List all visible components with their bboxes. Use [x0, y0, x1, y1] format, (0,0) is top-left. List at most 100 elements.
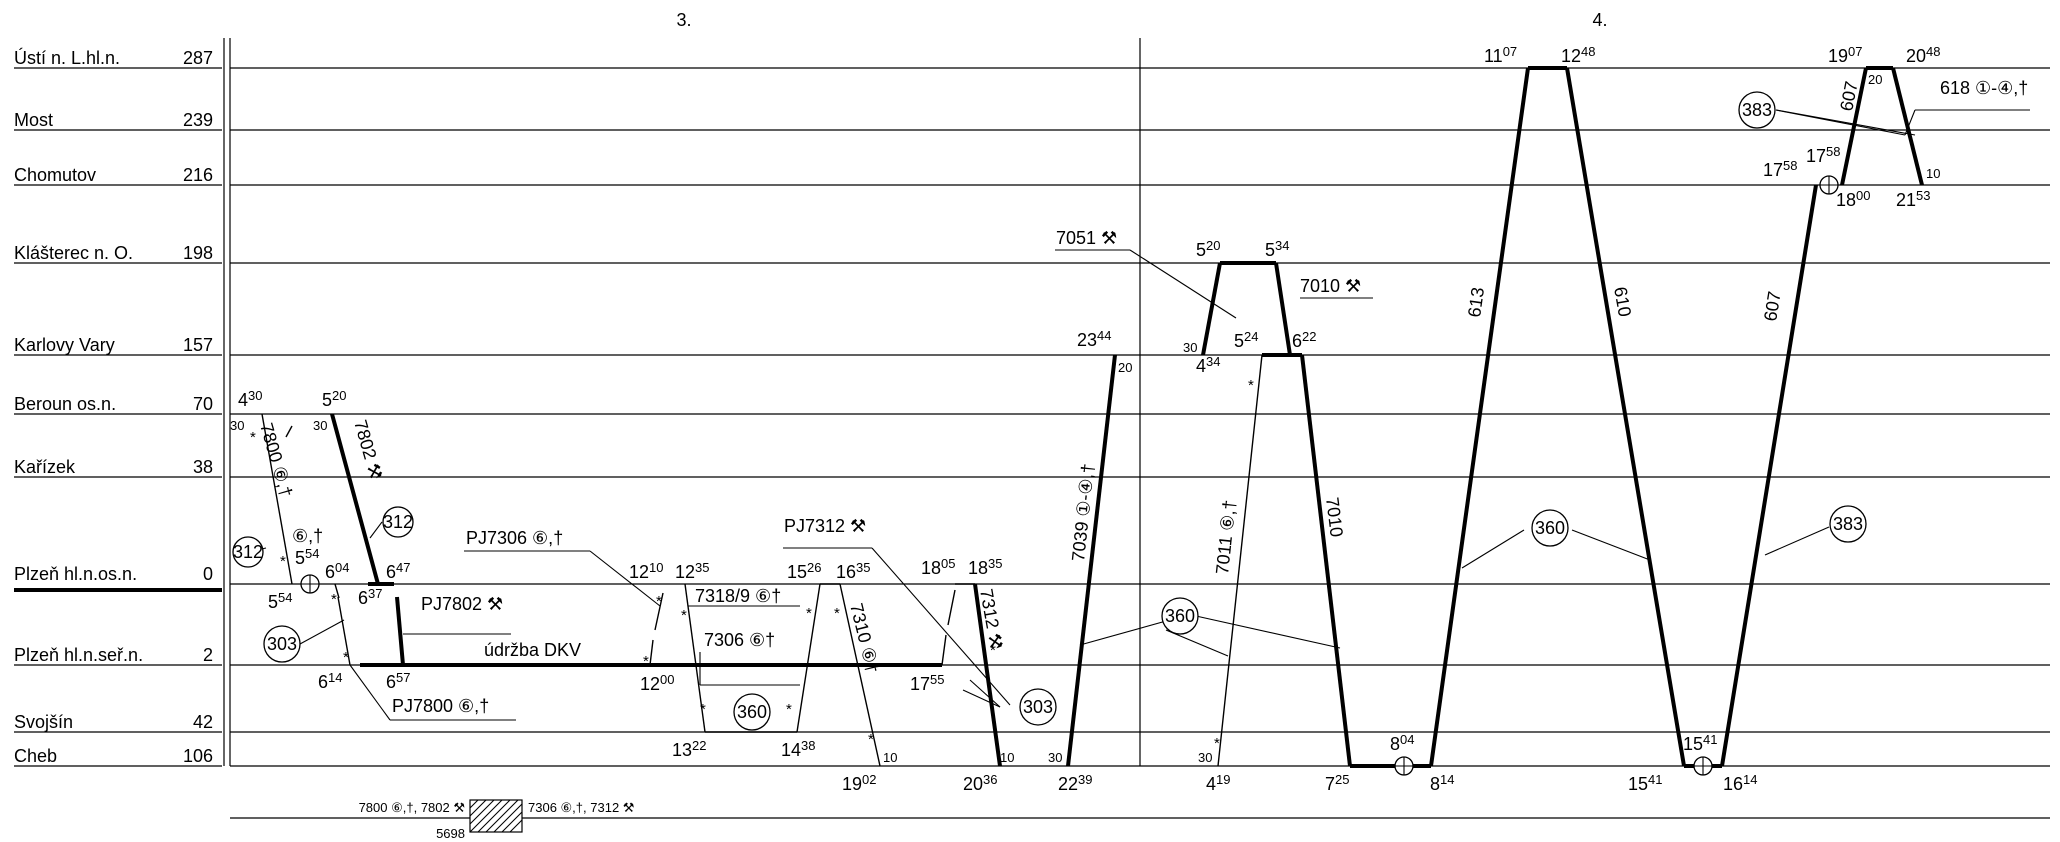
station-name: Most	[14, 110, 53, 130]
svg-text:*: *	[280, 553, 286, 570]
crossing-markers	[300, 175, 1839, 776]
time-614: 614	[318, 670, 342, 692]
minute-20: 20	[1868, 72, 1882, 87]
time-1107: 1107	[1484, 44, 1517, 66]
circle-383-b: 383	[1833, 514, 1863, 534]
time-622: 622	[1292, 329, 1316, 351]
station-list: Ústí n. L.hl.n. 287 Most 239 Chomutov 21…	[14, 47, 222, 767]
svg-text:*: *	[331, 591, 337, 608]
svg-text:*: *	[868, 731, 874, 748]
time-2048: 2048	[1906, 44, 1941, 66]
footer-left: 7800 ⑥,†, 7802 ⚒	[359, 800, 465, 815]
label-7318: 7318/9 ⑥†	[695, 586, 781, 606]
time-814: 814	[1430, 772, 1454, 794]
time-1248: 1248	[1561, 44, 1596, 66]
time-1526: 1526	[787, 560, 822, 582]
label-613: 613	[1464, 286, 1488, 319]
station-name: Plzeň hl.n.os.n.	[14, 564, 137, 584]
station-name: Ústí n. L.hl.n.	[14, 47, 120, 68]
station-name: Chomutov	[14, 165, 96, 185]
station-name: Svojšín	[14, 712, 73, 732]
train-7011	[1217, 354, 1263, 767]
time-1758: 1758	[1806, 144, 1841, 166]
station-name: Karlovy Vary	[14, 335, 115, 355]
train-7010	[1201, 261, 1431, 768]
minute-30: 30	[230, 418, 244, 433]
station-name: Cheb	[14, 746, 57, 766]
label-618: 618 ①-④,†	[1940, 78, 2028, 98]
train-7800	[261, 413, 351, 666]
time-604: 604	[325, 560, 349, 582]
svg-text:*: *	[806, 605, 812, 622]
label-7010-a: 7010 ⚒	[1300, 276, 1361, 296]
time-1907: 1907	[1828, 44, 1863, 66]
times: 430 520 30 30 554 554 604 637 647 614 65…	[230, 44, 1941, 794]
time-430: 430	[238, 388, 262, 410]
grid	[223, 38, 2050, 767]
station-name: Klášterec n. O.	[14, 243, 133, 263]
time-1541: 1541	[1628, 772, 1663, 794]
train-613-610	[1429, 66, 1722, 768]
time-1541: 1541	[1683, 732, 1718, 754]
circle-360-a: 360	[737, 702, 767, 722]
label-pj7312: PJ7312 ⚒	[784, 516, 866, 536]
time-1210: 1210	[629, 560, 664, 582]
circle-303-a: 303	[267, 634, 297, 654]
station-name: Kařízek	[14, 457, 76, 477]
time-534: 534	[1265, 238, 1289, 260]
svg-text:*: *	[990, 642, 996, 659]
station-km: 106	[183, 746, 213, 766]
minute-10: 10	[1000, 750, 1014, 765]
train-pj7306	[649, 592, 664, 666]
footer: 7800 ⑥,†, 7802 ⚒ 7306 ⑥,†, 7312 ⚒ 5698	[230, 799, 2050, 841]
label-udrzba: údržba DKV	[484, 640, 581, 660]
circle-360-b: 360	[1165, 606, 1195, 626]
station-name: Plzeň hl.n.seř.n.	[14, 645, 143, 665]
label-pj7800: PJ7800 ⑥,†	[392, 696, 489, 716]
svg-text:*: *	[656, 593, 662, 610]
time-2344: 2344	[1077, 328, 1112, 350]
label-607-a: 607	[1760, 290, 1784, 323]
time-554: 554	[268, 590, 292, 612]
time-804: 804	[1390, 732, 1414, 754]
station-km: 2	[203, 645, 213, 665]
minute-20: 20	[1118, 360, 1132, 375]
minute-30: 30	[1048, 750, 1062, 765]
station-km: 198	[183, 243, 213, 263]
station-km: 70	[193, 394, 213, 414]
label-7010-b: 7010	[1322, 496, 1347, 538]
time-1438: 1438	[781, 738, 816, 760]
minute-10: 10	[1926, 166, 1940, 181]
day-label-4: 4.	[1592, 10, 1607, 30]
day-label-3: 3.	[676, 10, 691, 30]
svg-text:*: *	[343, 649, 349, 666]
label-pj7306: PJ7306 ⑥,†	[466, 528, 563, 548]
label-7800: 7800 ⑥,†	[256, 421, 296, 500]
circle-312-a: 312	[233, 542, 263, 562]
label-610: 610	[1610, 285, 1635, 318]
circle-360-c: 360	[1535, 518, 1565, 538]
minute-30: 30	[1183, 340, 1197, 355]
time-1322: 1322	[672, 738, 707, 760]
train-7312	[941, 583, 1002, 767]
time-637: 637	[358, 586, 382, 608]
time-520: 520	[322, 388, 346, 410]
time-419: 419	[1206, 772, 1230, 794]
time-647: 647	[386, 560, 410, 582]
station-km: 38	[193, 457, 213, 477]
station-km: 42	[193, 712, 213, 732]
svg-text:*: *	[1248, 377, 1254, 394]
time-1805: 1805	[921, 556, 956, 578]
footer-number: 5698	[436, 826, 465, 841]
time-434: 434	[1196, 354, 1220, 376]
time-554: 554	[295, 546, 319, 568]
time-2036: 2036	[963, 772, 998, 794]
leader-lines	[349, 109, 2030, 721]
train-607	[1720, 66, 1893, 767]
svg-text:*: *	[681, 607, 687, 624]
time-2239: 2239	[1058, 772, 1093, 794]
circle-303-b: 303	[1023, 697, 1053, 717]
time-1800: 1800	[1836, 188, 1871, 210]
time-524: 524	[1234, 329, 1258, 351]
svg-text:*: *	[643, 653, 649, 670]
